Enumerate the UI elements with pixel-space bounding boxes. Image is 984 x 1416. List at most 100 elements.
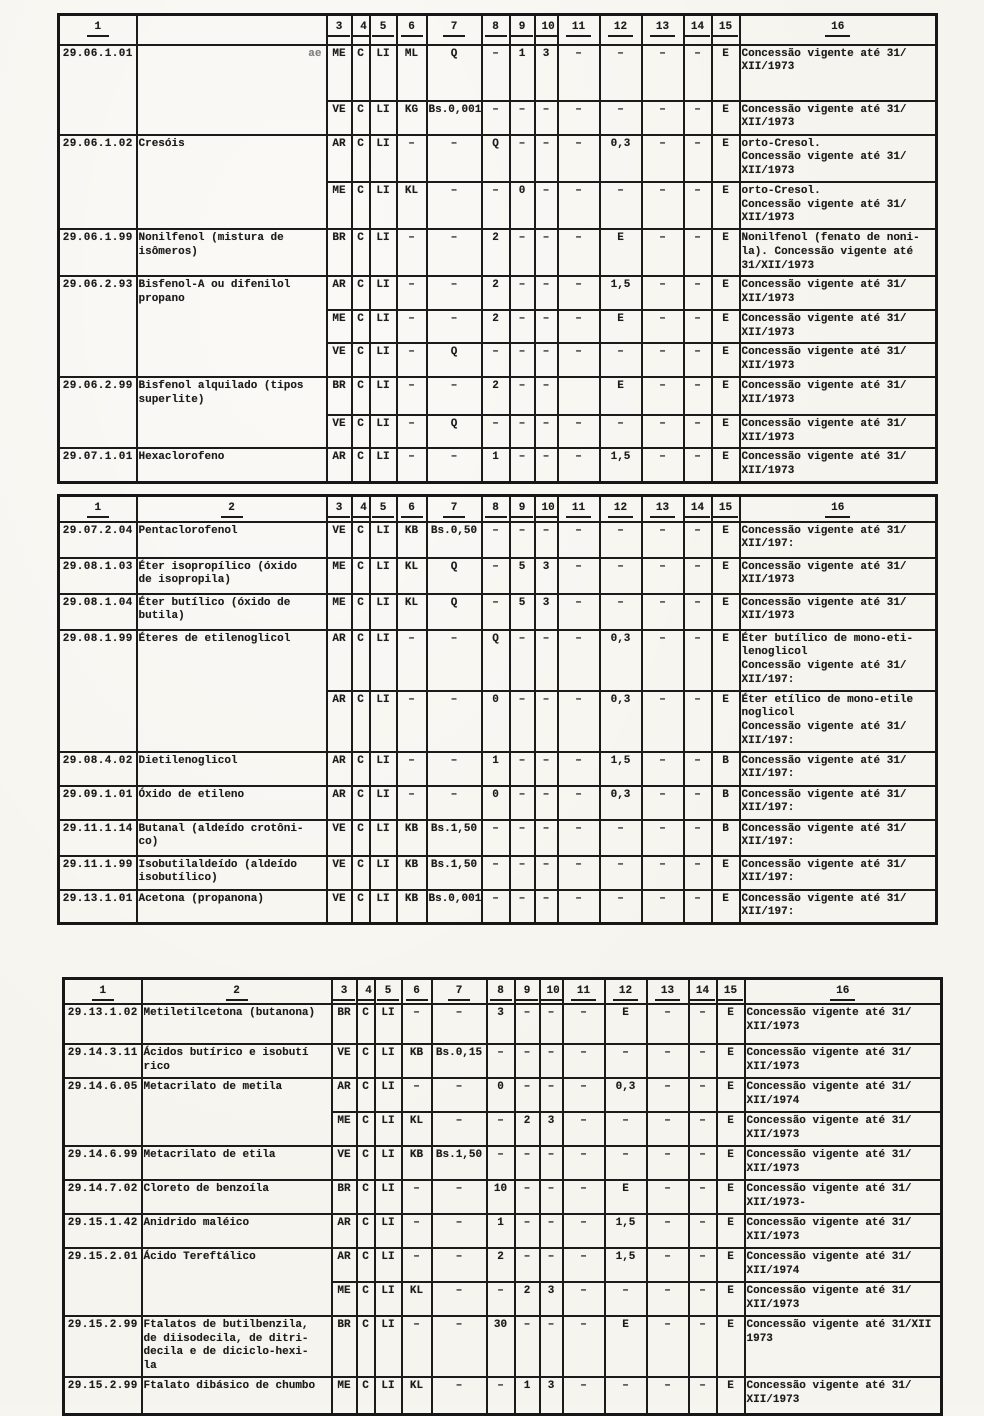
observation-cell: Concessão vigente até 31/ XII/1973 bbox=[743, 1144, 943, 1181]
value-cell: – bbox=[640, 854, 685, 891]
column-header: 2 bbox=[135, 494, 328, 523]
value-cell: – bbox=[508, 628, 536, 692]
value-cell: – bbox=[425, 375, 483, 416]
value-cell: E bbox=[715, 1002, 746, 1045]
value-cell: – bbox=[508, 784, 536, 821]
value-cell: ME bbox=[325, 592, 353, 631]
value-cell: – bbox=[395, 342, 428, 378]
value-cell: LI bbox=[368, 227, 398, 278]
value-cell: LI bbox=[368, 413, 398, 450]
value-cell: ME bbox=[330, 1375, 358, 1416]
value-cell: – bbox=[598, 180, 643, 231]
observation-cell: Concessão vigente até 31/ XII/197: bbox=[738, 854, 938, 891]
value-cell: 1 bbox=[480, 447, 511, 484]
column-header: 16 bbox=[743, 977, 943, 1005]
value-cell: – bbox=[513, 1002, 541, 1045]
value-cell: 0 bbox=[508, 180, 536, 231]
value-cell: C bbox=[350, 227, 371, 278]
value-cell: Q bbox=[425, 413, 483, 450]
item-description-cell: Éteres de etilenoglicol bbox=[135, 628, 328, 753]
value-cell: – bbox=[682, 689, 713, 753]
value-cell: 3 bbox=[538, 1280, 564, 1317]
value-cell: – bbox=[561, 1076, 606, 1113]
value-cell: – bbox=[556, 750, 601, 787]
column-header-label: 5 bbox=[372, 21, 394, 37]
column-header-label: 12 bbox=[612, 985, 639, 1001]
value-cell: VE bbox=[325, 888, 353, 925]
value-cell: – bbox=[556, 556, 601, 595]
observation-cell: Concessão vigente até 31/ XII/1973 bbox=[743, 1110, 943, 1147]
value-cell: ME bbox=[325, 180, 353, 231]
table-row: 29.13.1.01 Acetona (propanona) VE C LI KB Bs.0… bbox=[57, 888, 938, 925]
column-header: 15 bbox=[715, 977, 746, 1005]
observation-cell: Concessão vigente até 31/ XII/197: bbox=[738, 888, 938, 925]
observation-cell: Concessão vigente até 31/ XII/1973 bbox=[738, 592, 938, 631]
value-cell: LI bbox=[368, 888, 398, 925]
value-cell: – bbox=[533, 520, 559, 559]
value-cell: LI bbox=[368, 375, 398, 416]
table-row: 29.07.2.04 Pentaclorofenol VE C LI KB Bs.0,50–… bbox=[57, 520, 938, 559]
value-cell: – bbox=[682, 520, 713, 559]
value-cell: – bbox=[640, 43, 685, 102]
value-cell: LI bbox=[373, 1002, 403, 1045]
value-cell: AR bbox=[330, 1076, 358, 1113]
item-code-cell: 29.06.1.01 bbox=[57, 43, 138, 136]
table-row: 29.08.4.02 Dietilenoglicol AR C LI – –1– – –1,5–… bbox=[57, 750, 938, 787]
column-header: 15 bbox=[710, 494, 741, 523]
value-cell: – bbox=[687, 1212, 718, 1249]
value-cell: – bbox=[508, 227, 536, 278]
value-cell: – bbox=[682, 308, 713, 345]
value-cell: BR bbox=[330, 1314, 358, 1378]
item-code-cell: 29.09.1.01 bbox=[57, 784, 138, 821]
observation-cell: Concessão vigente até 31/ XII/1974 bbox=[743, 1076, 943, 1113]
value-cell: LI bbox=[373, 1280, 403, 1317]
value-cell: – bbox=[425, 689, 483, 753]
item-description-cell: Éter butílico (óxido de butila) bbox=[135, 592, 328, 631]
value-cell: – bbox=[682, 592, 713, 631]
value-cell: – bbox=[556, 818, 601, 857]
value-cell: C bbox=[355, 1212, 376, 1249]
value-cell: LI bbox=[373, 1314, 403, 1378]
item-code-cell: 29.08.4.02 bbox=[57, 750, 138, 787]
value-cell: KB bbox=[395, 520, 428, 559]
column-header-label: 11 bbox=[565, 502, 592, 518]
value-cell: – bbox=[400, 1212, 433, 1249]
value-cell: – bbox=[395, 275, 428, 311]
value-cell: E bbox=[710, 180, 741, 231]
value-cell: – bbox=[480, 818, 511, 857]
value-cell: E bbox=[710, 133, 741, 183]
value-cell: 0,3 bbox=[598, 784, 643, 821]
table-row: 29.15.2.01 Ácido Tereftálico AR C LI – –2– – –1,… bbox=[62, 1246, 943, 1317]
value-cell: – bbox=[556, 520, 601, 559]
value-cell: – bbox=[640, 592, 685, 631]
value-cell: – bbox=[556, 227, 601, 278]
value-cell: – bbox=[533, 628, 559, 692]
table-row: VE C LI KG Bs.0,001– – – – – – – E Concessão vigente… bbox=[59, 99, 938, 136]
value-cell: LI bbox=[368, 520, 398, 559]
value-cell: – bbox=[508, 99, 536, 136]
value-cell: – bbox=[395, 133, 428, 183]
value-cell: C bbox=[350, 520, 371, 559]
item-code-cell: 29.14.3.11 bbox=[62, 1042, 143, 1079]
column-header: 7 bbox=[425, 494, 483, 523]
value-cell: 0 bbox=[480, 689, 511, 753]
observation-cell: Concessão vigente até 31/ XII/1973 bbox=[743, 1280, 943, 1317]
column-header-label: 7 bbox=[443, 21, 465, 37]
value-cell: 0 bbox=[480, 784, 511, 821]
value-cell: LI bbox=[368, 308, 398, 345]
value-cell: C bbox=[355, 1178, 376, 1215]
value-cell: – bbox=[645, 1178, 690, 1215]
column-header-label: 13 bbox=[649, 21, 676, 37]
value-cell: C bbox=[350, 413, 371, 450]
column-header-label: 11 bbox=[565, 21, 592, 37]
value-cell: – bbox=[430, 1110, 488, 1147]
value-cell: E bbox=[710, 447, 741, 484]
value-cell: AR bbox=[325, 689, 353, 753]
concessions-table-1: 1 3 4 5 6 7 8 9 10 11 12 13 14 15 16 29.06.1.01 ae ME C LI M… bbox=[57, 13, 938, 484]
value-cell: E bbox=[710, 43, 741, 102]
value-cell: LI bbox=[368, 180, 398, 231]
value-cell: Bs.0,15 bbox=[430, 1042, 488, 1079]
value-cell: – bbox=[640, 227, 685, 278]
value-cell: – bbox=[430, 1002, 488, 1045]
item-description-cell: Cloreto de benzoíla bbox=[140, 1178, 333, 1215]
